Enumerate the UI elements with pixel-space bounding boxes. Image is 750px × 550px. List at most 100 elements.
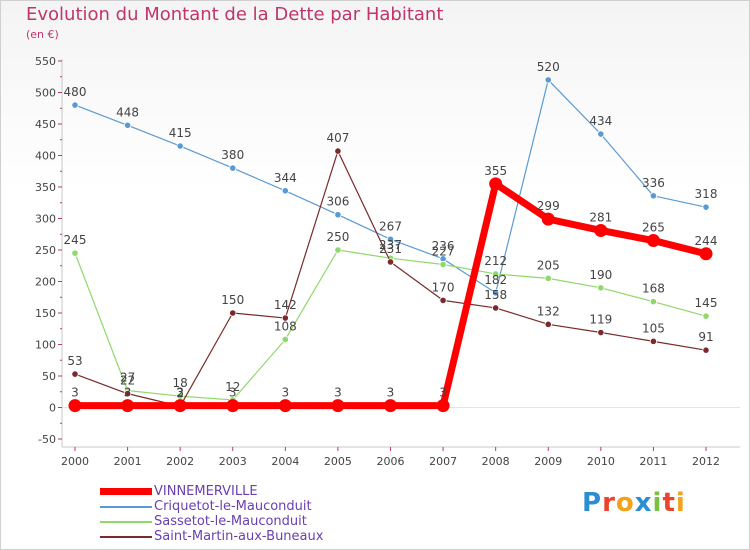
data-point [334, 147, 342, 155]
data-label: 212 [484, 254, 507, 268]
data-point [281, 314, 289, 322]
data-point [226, 399, 240, 413]
legend-label: VINNEMERVILLE [154, 484, 258, 499]
data-point [278, 399, 292, 413]
line-chart: -50 0 50 100 150 200 250 300 350 400 450 500 550 2000… [35, 55, 740, 468]
data-point [492, 304, 500, 312]
y-tick-label: -50 [38, 433, 56, 446]
data-label: 3 [439, 386, 447, 400]
data-point [334, 211, 342, 219]
data-label: 53 [67, 354, 82, 368]
x-tick-label: 2002 [166, 455, 194, 468]
data-point [492, 289, 500, 297]
data-point [384, 399, 397, 413]
data-point [71, 370, 79, 378]
data-label: 434 [589, 114, 612, 128]
data-label: 142 [274, 298, 297, 312]
data-label: 2 [176, 386, 184, 400]
legend-label: Saint-Martin-aux-Buneaux [154, 529, 324, 544]
data-label: 237 [379, 238, 402, 252]
chart-title: Evolution du Montant de la Dette par Hab… [26, 4, 444, 25]
data-point [386, 235, 395, 243]
data-label: 306 [326, 195, 349, 209]
data-point [597, 130, 605, 138]
data-label: 18 [173, 376, 188, 390]
data-point [594, 223, 608, 237]
x-tick-label: 2012 [692, 455, 720, 468]
data-point [439, 260, 447, 269]
data-point [544, 320, 552, 328]
data-label: 231 [379, 242, 402, 256]
data-label: 520 [537, 60, 560, 74]
data-label: 3 [229, 386, 237, 400]
brand-text: Proxiti [582, 488, 686, 518]
legend-swatch [100, 506, 152, 508]
data-point [649, 337, 658, 345]
data-label: 3 [334, 386, 342, 400]
data-point [281, 187, 289, 195]
data-point [541, 212, 555, 226]
data-point [436, 399, 450, 413]
x-tick-label: 2005 [324, 455, 352, 468]
y-tick-label: 250 [35, 244, 56, 257]
data-point [699, 247, 713, 261]
data-point [71, 249, 79, 257]
data-point [386, 258, 395, 266]
data-point [439, 296, 447, 304]
data-label: 22 [120, 374, 135, 388]
data-label: 250 [326, 230, 349, 244]
x-tick-label: 2001 [114, 455, 142, 468]
data-label: 3 [176, 386, 184, 400]
data-point [702, 312, 710, 320]
y-tick-label: 100 [35, 339, 56, 352]
data-label: 407 [326, 131, 349, 145]
data-label: 236 [432, 239, 455, 253]
legend-swatch [100, 488, 152, 495]
data-point [176, 142, 184, 150]
x-tick-label: 2003 [219, 455, 247, 468]
x-tick-label: 2004 [271, 455, 299, 468]
data-point [229, 309, 237, 317]
data-label: 3 [282, 386, 290, 400]
data-point [281, 335, 289, 344]
data-label: 281 [589, 210, 612, 224]
data-point [331, 399, 345, 413]
data-point [649, 298, 658, 306]
data-point [68, 399, 82, 413]
legend-label: Criquetot-le-Mauconduit [154, 499, 312, 514]
y-tick-label: 300 [35, 213, 56, 226]
data-label: 182 [484, 273, 507, 287]
data-point [71, 101, 79, 109]
data-label: 27 [120, 370, 135, 384]
data-label: 105 [642, 321, 665, 335]
data-label: 380 [221, 148, 244, 162]
data-point [489, 177, 503, 191]
data-point [544, 274, 552, 282]
data-label: 448 [116, 105, 139, 119]
data-label: 318 [695, 187, 718, 201]
data-label: 108 [274, 319, 297, 333]
data-label: 336 [642, 176, 665, 190]
data-label: 299 [537, 199, 560, 213]
data-point [544, 76, 552, 84]
data-label: 344 [274, 171, 297, 185]
data-point [123, 121, 132, 129]
data-label: 150 [221, 293, 244, 307]
x-tick-label: 2006 [377, 455, 405, 468]
data-label: 3 [387, 386, 395, 400]
data-point [123, 390, 132, 398]
data-label: 355 [484, 164, 507, 178]
data-label: 244 [695, 234, 718, 248]
data-label: 168 [642, 282, 665, 296]
data-label: 91 [698, 330, 713, 344]
x-tick-label: 2008 [482, 455, 510, 468]
y-tick-label: 150 [35, 307, 56, 320]
data-point [121, 399, 135, 413]
data-label: 158 [484, 288, 507, 302]
data-label: 132 [537, 304, 560, 318]
x-tick-label: 2007 [429, 455, 457, 468]
legend-swatch [100, 536, 152, 538]
y-tick-label: 500 [35, 87, 56, 100]
x-tick-label: 2011 [639, 455, 667, 468]
y-tick-label: 50 [42, 370, 56, 383]
